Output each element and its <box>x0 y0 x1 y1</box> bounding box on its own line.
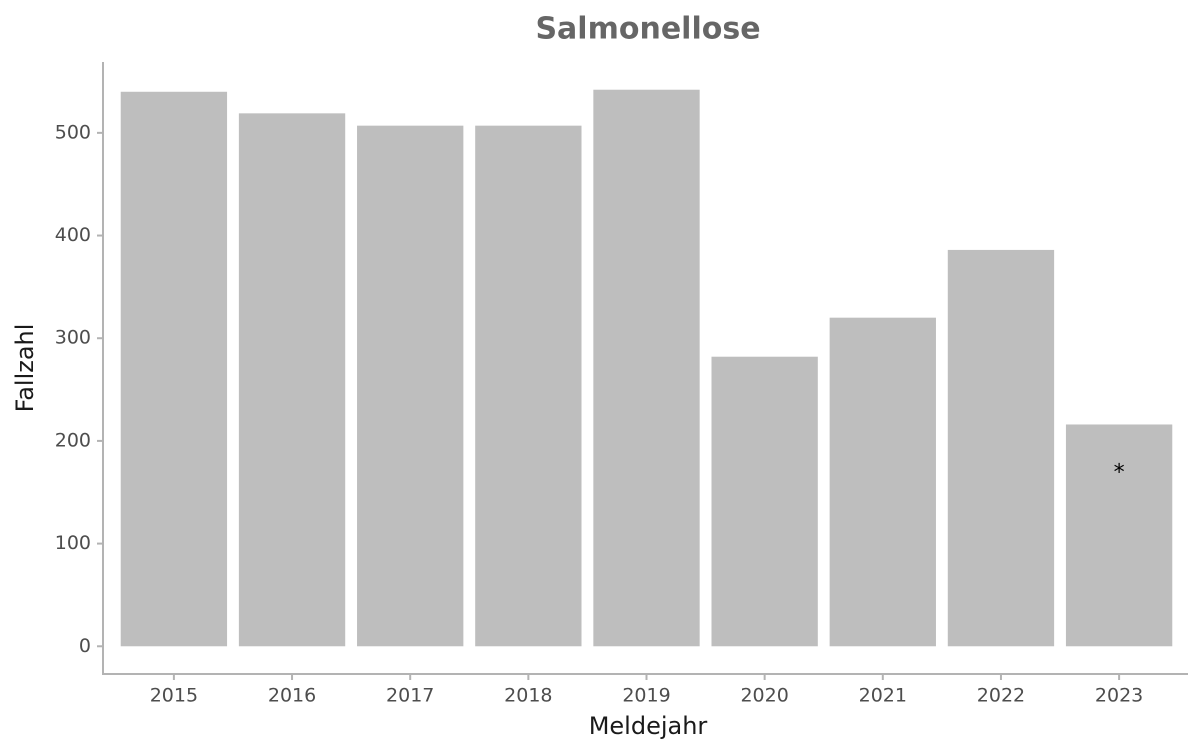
x-tick-label: 2019 <box>622 685 670 707</box>
bar <box>593 89 700 647</box>
y-tick-label: 400 <box>55 224 91 246</box>
y-axis-label: Fallzahl <box>11 324 39 413</box>
x-tick-label: 2016 <box>268 685 316 707</box>
bar <box>238 113 346 647</box>
y-tick-label: 100 <box>55 532 91 554</box>
bar <box>357 125 464 647</box>
bar <box>120 91 228 647</box>
y-tick-label: 0 <box>79 635 91 657</box>
y-tick-label: 500 <box>55 121 91 143</box>
y-tick-label: 200 <box>55 429 91 451</box>
bar <box>711 356 818 647</box>
annotation: * <box>1114 460 1125 485</box>
x-tick-label: 2023 <box>1095 685 1143 707</box>
bar <box>1065 424 1173 647</box>
bar <box>947 249 1055 647</box>
x-tick-label: 2022 <box>977 685 1025 707</box>
x-tick-label: 2021 <box>859 685 907 707</box>
x-tick-label: 2015 <box>150 685 198 707</box>
bar <box>829 317 936 647</box>
chart-title: Salmonellose <box>535 12 760 47</box>
x-tick-label: 2018 <box>504 685 552 707</box>
x-tick-label: 2020 <box>740 685 788 707</box>
y-tick-label: 300 <box>55 327 91 349</box>
bar <box>475 125 582 647</box>
x-tick-label: 2017 <box>386 685 434 707</box>
x-axis-label: Meldejahr <box>589 712 708 740</box>
